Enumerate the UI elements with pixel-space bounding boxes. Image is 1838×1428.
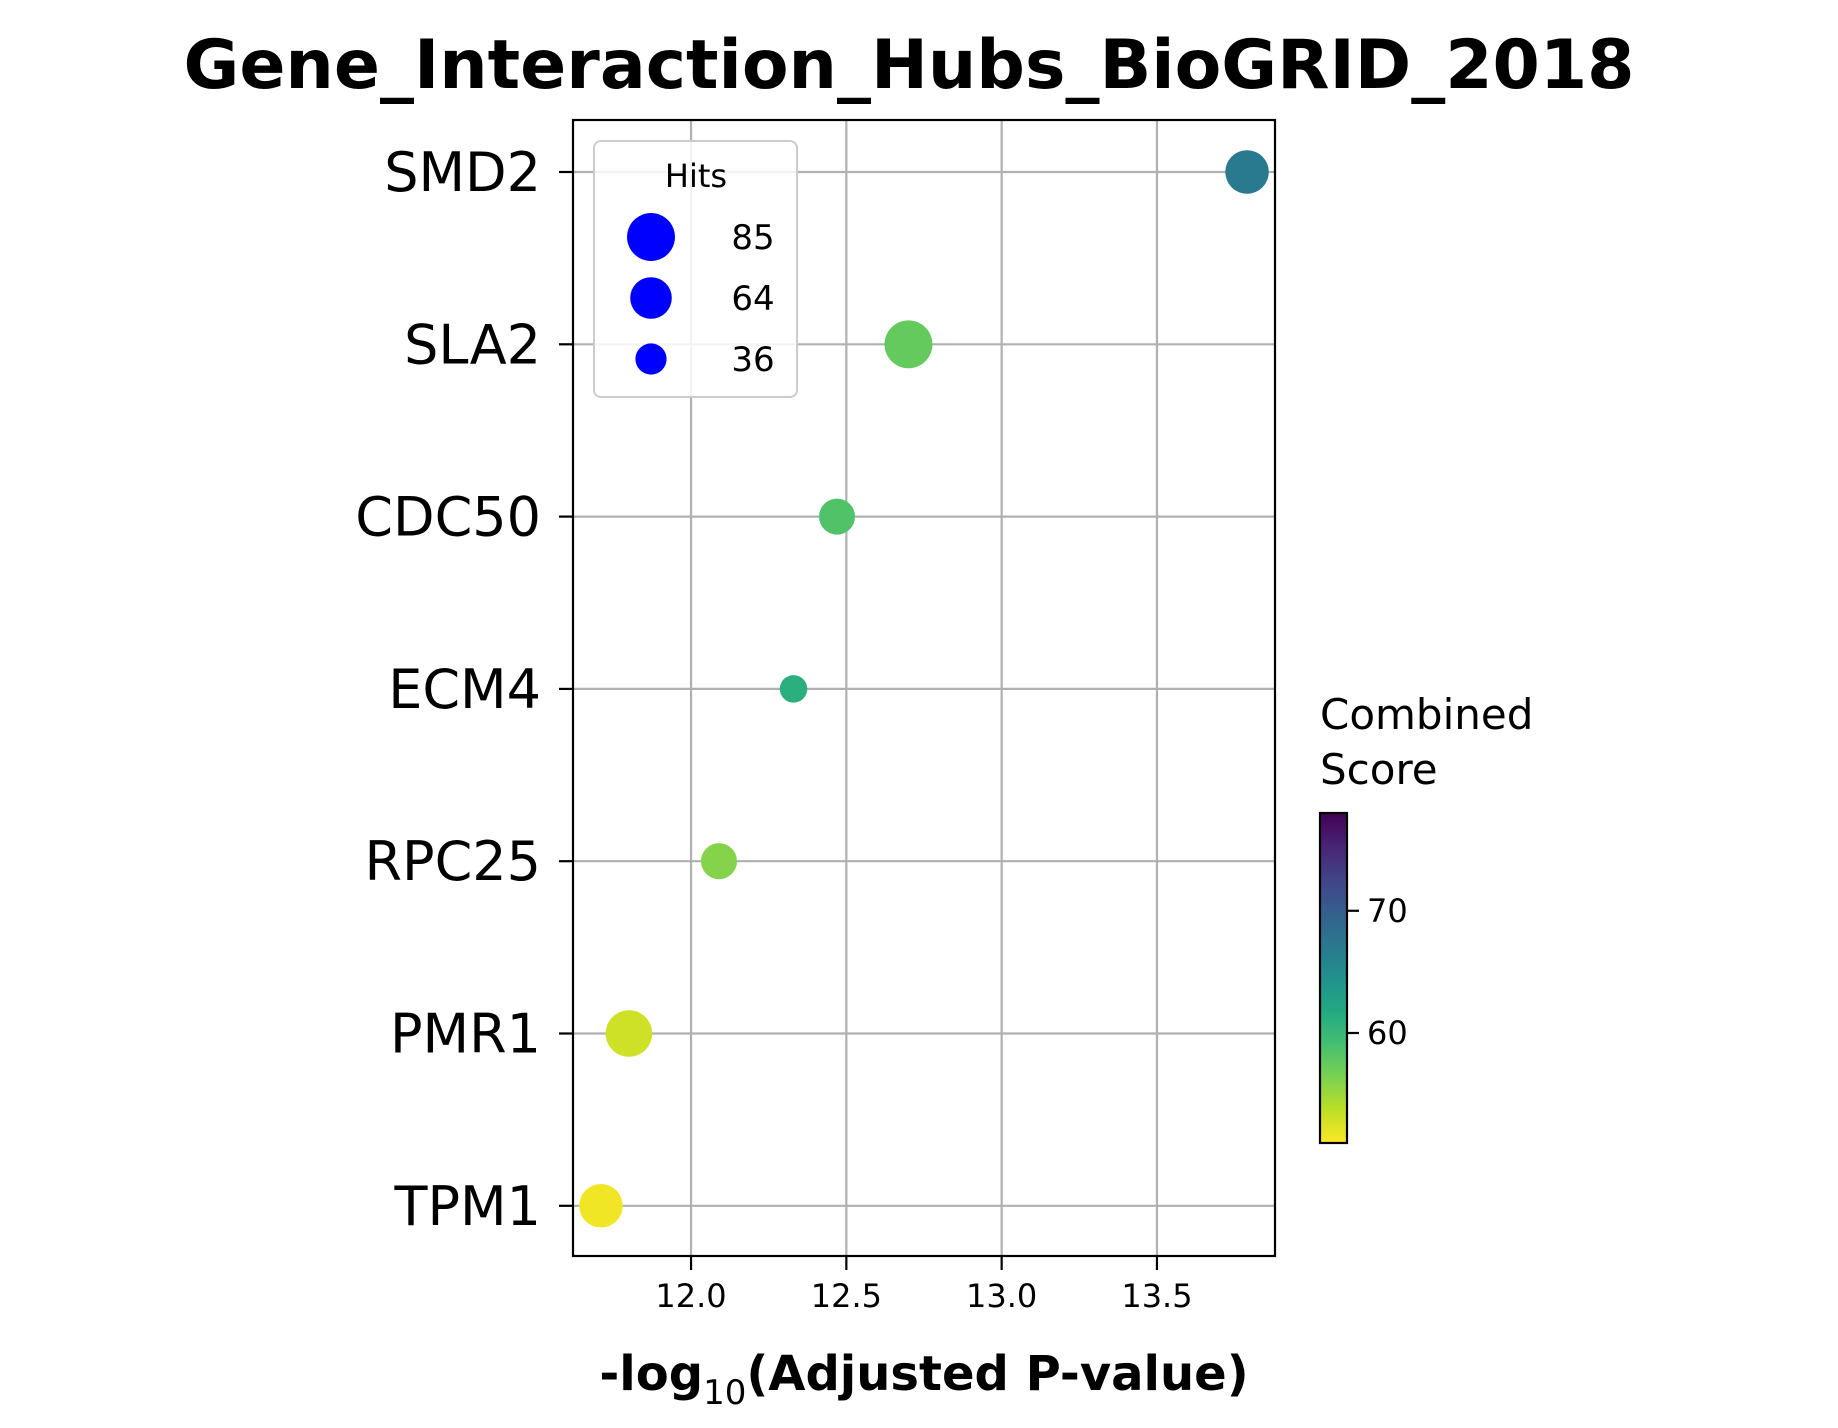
x-axis-label-prefix: -log (599, 1346, 703, 1402)
data-point-smd2 (1225, 150, 1269, 194)
data-point-ecm4 (779, 675, 808, 703)
chart-title: Gene_Interaction_Hubs_BioGRID_2018 (184, 26, 1635, 105)
x-axis: 12.0 12.5 13.0 13.5 (655, 1256, 1193, 1315)
legend-marker (627, 213, 675, 261)
colorbar-title-line1: Combined (1320, 690, 1533, 739)
colorbar-tick-label: 60 (1367, 1014, 1408, 1052)
legend-title: Hits (665, 157, 727, 195)
y-tick-label: PMR1 (390, 1003, 541, 1066)
colorbar-gradient (1318, 811, 1349, 1145)
x-tick-label: 12.5 (811, 1277, 882, 1315)
colorbar: Combined Score 60 70 (1318, 690, 1533, 1145)
x-tick-label: 12.0 (655, 1277, 726, 1315)
y-axis: SMD2 SLA2 CDC50 ECM4 RPC25 PMR1 TPM1 (355, 141, 573, 1238)
y-tick-label: TPM1 (394, 1175, 542, 1238)
legend-marker (630, 277, 672, 319)
data-points (579, 150, 1269, 1228)
legend-label: 64 (731, 279, 774, 319)
data-point-sla2 (884, 320, 933, 369)
legend-box (593, 140, 798, 398)
y-tick-label: SMD2 (384, 141, 541, 204)
x-axis-label-suffix: (Adjusted P-value) (746, 1346, 1248, 1402)
data-point-rpc25 (700, 843, 738, 880)
data-point-cdc50 (819, 498, 856, 535)
legend-label: 36 (731, 340, 774, 380)
x-tick-label: 13.5 (1121, 1277, 1192, 1315)
colorbar-tick-label: 70 (1367, 892, 1408, 930)
x-axis-label-subscript: 10 (703, 1373, 746, 1413)
hits-legend: Hits 85 64 36 (593, 140, 798, 398)
y-tick-label: CDC50 (355, 486, 541, 549)
x-tick-label: 13.0 (966, 1277, 1037, 1315)
data-point-pmr1 (605, 1010, 653, 1057)
colorbar-title-line2: Score (1320, 745, 1438, 794)
y-tick-label: SLA2 (404, 313, 541, 376)
legend-marker (635, 343, 667, 375)
x-axis-label: -log10(Adjusted P-value) (599, 1346, 1248, 1413)
y-tick-label: RPC25 (364, 830, 541, 893)
data-point-tpm1 (579, 1184, 623, 1228)
y-tick-label: ECM4 (388, 658, 541, 721)
legend-label: 85 (731, 218, 774, 258)
